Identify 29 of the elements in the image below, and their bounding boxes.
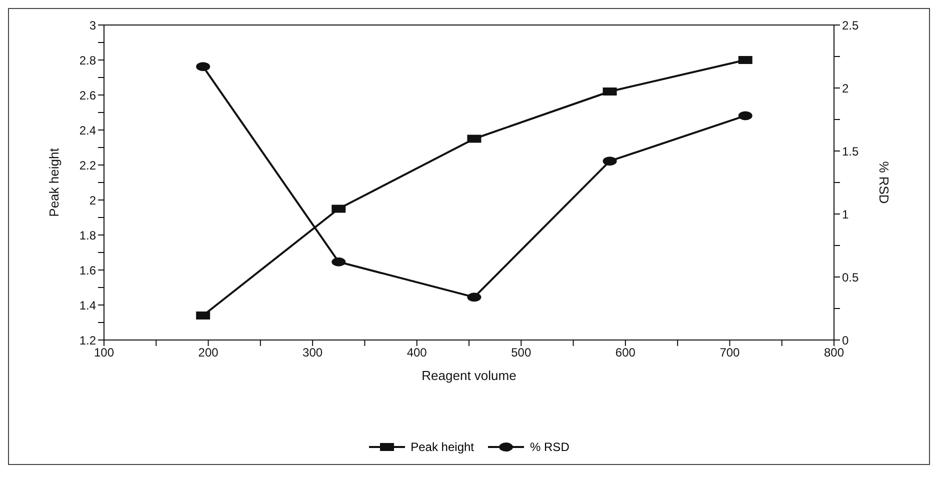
y-axis-title: Peak height bbox=[46, 148, 62, 217]
y-tick-label: 1.6 bbox=[79, 263, 96, 278]
y-tick-label: 2.6 bbox=[79, 88, 96, 102]
y-tick-label: 2.4 bbox=[79, 123, 96, 138]
y-tick-label: 1.2 bbox=[79, 333, 96, 348]
legend-label: % RSD bbox=[529, 440, 570, 454]
y2-axis-title: % RSD bbox=[876, 161, 892, 204]
y2-tick-label: 2.5 bbox=[842, 18, 860, 32]
x-tick-label: 700 bbox=[720, 346, 740, 360]
x-tick-label: 400 bbox=[406, 346, 428, 360]
x-tick-label: 100 bbox=[94, 346, 114, 360]
x-tick-label: 500 bbox=[511, 346, 532, 360]
x-tick-label: 600 bbox=[615, 346, 636, 360]
x-tick-label: 800 bbox=[824, 346, 844, 360]
x-tick-label: 200 bbox=[198, 346, 219, 360]
y2-tick-label: 1.5 bbox=[842, 144, 860, 158]
y-tick-label: 2.2 bbox=[79, 158, 96, 172]
y-tick-label: 1.8 bbox=[79, 228, 96, 242]
legend-label: Peak height bbox=[410, 440, 474, 454]
y-tick-label: 1.4 bbox=[79, 298, 96, 312]
x-axis-title: Reagent volume bbox=[422, 368, 516, 383]
y2-tick-label: 1 bbox=[842, 207, 849, 222]
y2-tick-label: 2 bbox=[842, 81, 849, 96]
y-tick-label: 2.8 bbox=[79, 53, 96, 68]
y2-tick-label: 0 bbox=[842, 333, 849, 348]
y-tick-label: 2 bbox=[89, 193, 96, 208]
y-tick-label: 3 bbox=[89, 18, 96, 32]
y2-tick-label: 0.5 bbox=[842, 270, 860, 284]
x-tick-label: 300 bbox=[302, 346, 323, 360]
